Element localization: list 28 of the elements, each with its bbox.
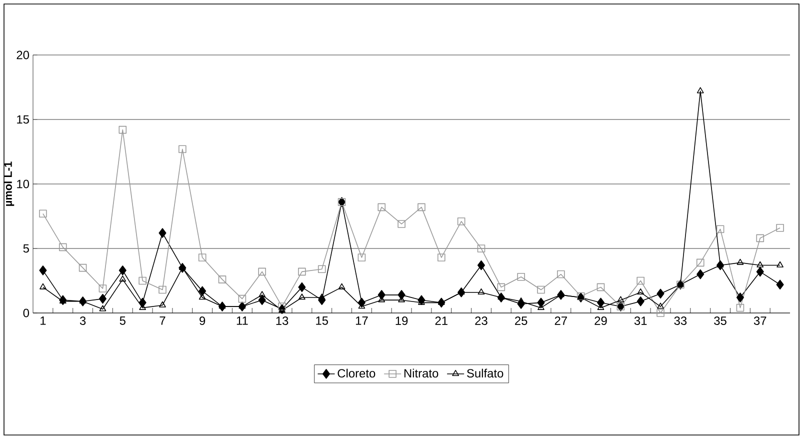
- y-tick-label: 10: [17, 180, 30, 188]
- x-tick-label: 15: [316, 316, 328, 325]
- x-tick-label: 27: [554, 316, 567, 325]
- x-tick-label: 21: [435, 316, 448, 325]
- x-tick-label: 35: [714, 316, 726, 325]
- x-tick-label: 17: [356, 316, 368, 325]
- y-tick-label: 20: [16, 50, 30, 60]
- x-tick-label: 29: [594, 316, 607, 325]
- legend-label: Nitrato: [404, 368, 438, 378]
- x-tick-label: 31: [634, 316, 647, 325]
- x-tick-label: 7: [160, 316, 166, 325]
- x-tick-label: 3: [80, 316, 86, 325]
- x-tick-label: 37: [754, 316, 766, 325]
- legend-label: Sulfato: [467, 368, 504, 378]
- y-tick-label: 15: [17, 115, 29, 124]
- x-tick-label: 11: [236, 316, 248, 325]
- y-axis-title: µmol L-1: [4, 162, 14, 206]
- x-tick-label: 5: [120, 316, 126, 325]
- y-tick-label: 0: [23, 308, 30, 318]
- x-tick-label: 25: [515, 316, 528, 325]
- x-tick-label: 33: [674, 316, 687, 325]
- x-tick-label: 9: [200, 316, 206, 325]
- y-tick-label: 5: [23, 244, 29, 253]
- x-tick-label: 1: [40, 316, 46, 325]
- x-tick-label: 13: [276, 316, 288, 325]
- x-tick-label: 19: [396, 316, 408, 325]
- x-tick-label: 23: [475, 316, 488, 325]
- legend-label: Cloreto: [338, 368, 376, 378]
